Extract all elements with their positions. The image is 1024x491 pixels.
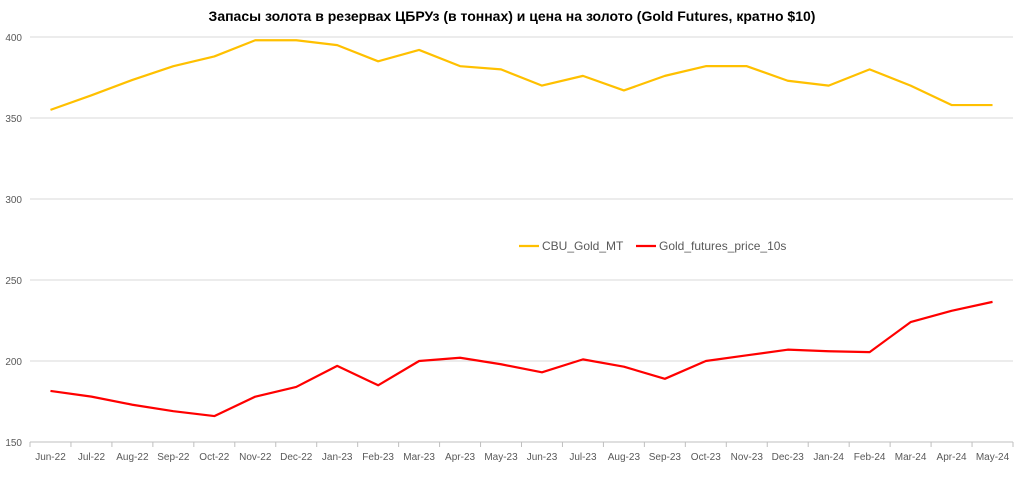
y-tick-label: 250: [5, 276, 22, 287]
x-tick-label: Aug-22: [116, 452, 149, 463]
x-tick-label: Sep-22: [157, 452, 190, 463]
y-tick-label: 300: [5, 195, 22, 206]
y-tick-label: 400: [5, 33, 22, 44]
x-tick-label: Apr-24: [937, 452, 967, 463]
chart-title: Запасы золота в резервах ЦБРУз (в тоннах…: [208, 8, 816, 24]
legend-label: CBU_Gold_MT: [542, 239, 624, 253]
x-tick-label: May-23: [484, 452, 518, 463]
x-tick-label: Oct-22: [199, 452, 229, 463]
x-tick-label: Jun-22: [35, 452, 66, 463]
x-tick-label: Sep-23: [649, 452, 682, 463]
x-tick-label: Jun-23: [527, 452, 558, 463]
x-tick-label: Jul-23: [569, 452, 597, 463]
x-tick-label: May-24: [976, 452, 1010, 463]
x-tick-label: Nov-23: [731, 452, 764, 463]
legend-label: Gold_futures_price_10s: [659, 239, 786, 253]
x-tick-label: Apr-23: [445, 452, 475, 463]
x-tick-label: Dec-23: [772, 452, 805, 463]
y-tick-label: 350: [5, 114, 22, 125]
x-tick-label: Mar-24: [895, 452, 927, 463]
y-tick-label: 150: [5, 438, 22, 449]
x-tick-label: Feb-24: [854, 452, 886, 463]
series-line-Gold_futures_price_10s: [50, 300, 993, 418]
x-tick-label: Aug-23: [608, 452, 641, 463]
x-tick-label: Jan-23: [322, 452, 353, 463]
series-line-CBU_Gold_MT: [50, 39, 993, 111]
x-tick-label: Nov-22: [239, 452, 272, 463]
x-tick-label: Dec-22: [280, 452, 313, 463]
x-tick-label: Oct-23: [691, 452, 721, 463]
x-tick-label: Jan-24: [813, 452, 844, 463]
y-tick-label: 200: [5, 357, 22, 368]
x-tick-label: Jul-22: [78, 452, 106, 463]
x-tick-label: Mar-23: [403, 452, 435, 463]
x-tick-label: Feb-23: [362, 452, 394, 463]
